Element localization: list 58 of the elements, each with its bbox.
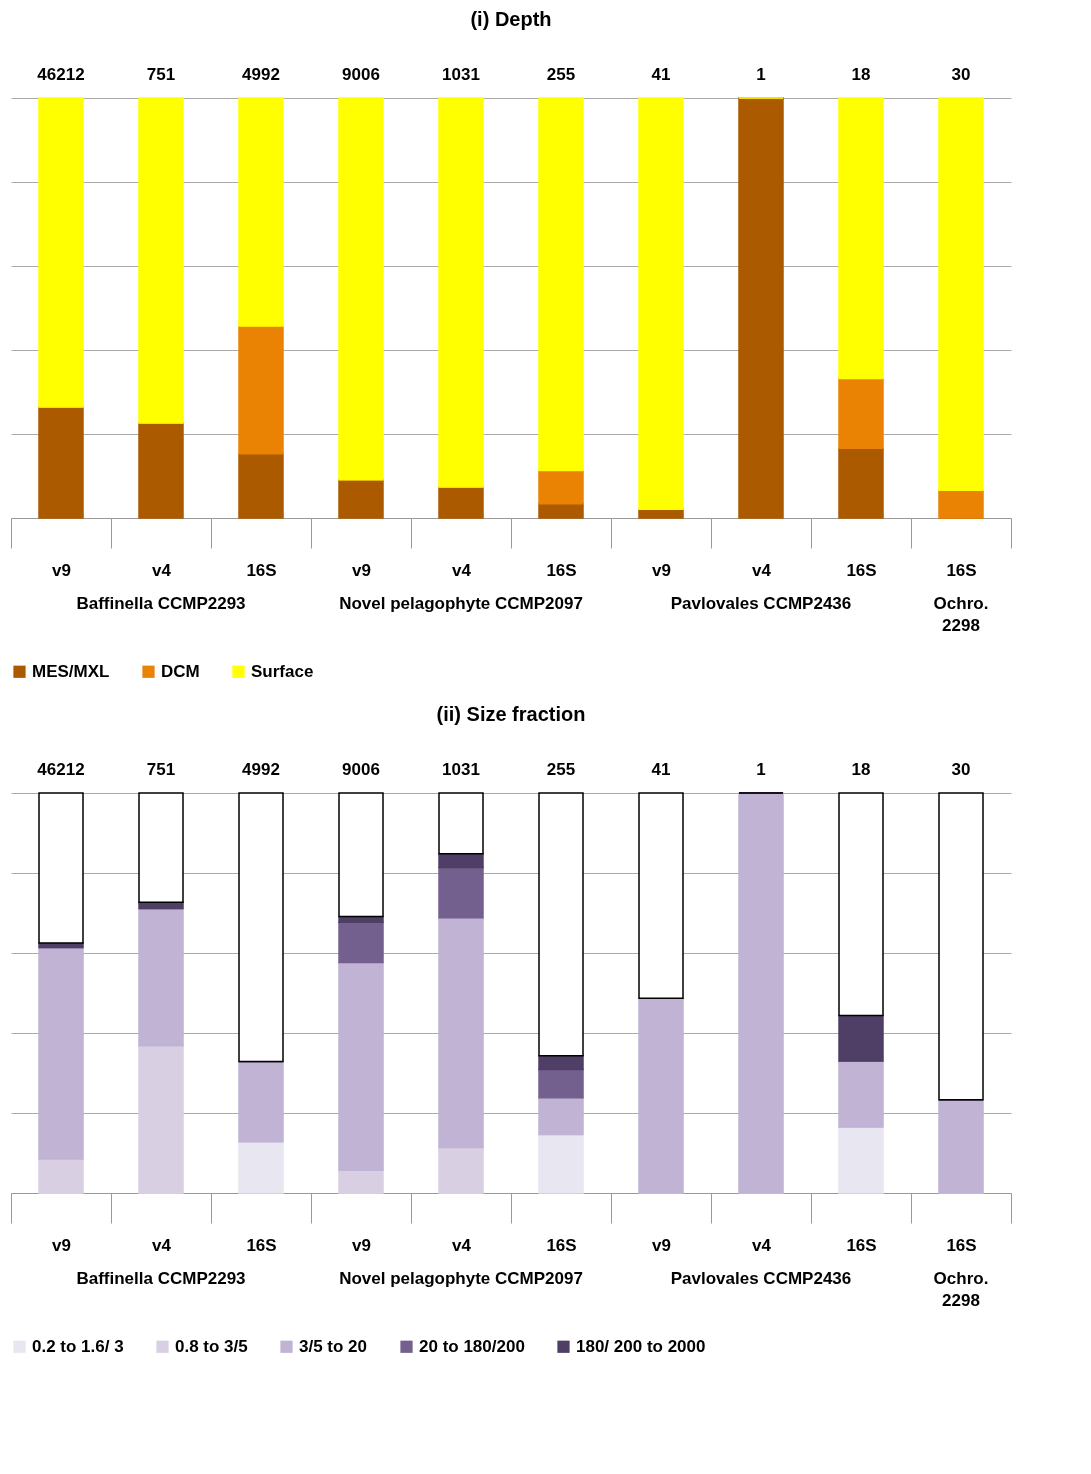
x-tick-label: v4 [752,1235,772,1255]
x-tick-label: v4 [152,560,172,580]
x-tick-label: 16S [246,560,277,580]
text: 255 [546,65,576,84]
x-tick-label: 16S [546,560,577,580]
legend-label: 20 to 180/200 [419,1336,525,1356]
text: 1 [756,760,766,779]
x-tick-label: v4 [452,560,472,580]
chart-title: (i) Depth [470,8,552,30]
x-tick-label: 16S [846,560,877,580]
x-tick-label: 16S [546,1235,577,1255]
chart-title: (ii) Size fraction [436,703,586,725]
text: 4992 [242,65,280,84]
x-tick-label: 16S [846,1235,877,1255]
text: 30 [951,65,971,84]
text: Baffinella CCMP2293 [76,1269,246,1288]
text: 18 [851,760,871,779]
text: 41 [651,65,671,84]
text: 1 [756,65,766,84]
x-tick-label: v4 [152,1235,172,1255]
x-tick-label: v9 [352,560,371,580]
text: 9006 [342,760,380,779]
x-tick-label: v9 [652,1235,671,1255]
x-tick-label: 16S [946,560,977,580]
text: Pavlovales CCMP2436 [670,594,852,613]
x-tick-label: v9 [652,560,671,580]
text: Novel pelagophyte CCMP2097 [339,594,583,613]
legend-label: 180/ 200 to 2000 [576,1336,706,1356]
text: Pavlovales CCMP2436 [670,1269,852,1288]
text: 751 [146,760,176,779]
legend-label: 0.8 to 3/5 [175,1336,248,1356]
text: 18 [851,65,871,84]
text: 4992 [242,760,280,779]
x-tick-label: v4 [452,1235,472,1255]
legend-label: 3/5 to 20 [299,1336,368,1356]
text: Ochro. 2298 [933,1269,989,1310]
text: 255 [546,760,576,779]
text: Ochro. 2298 [933,594,989,635]
x-tick-label: v9 [352,1235,371,1255]
text: 751 [146,65,176,84]
text: 1031 [442,65,480,84]
text: 46212 [37,65,85,84]
text: 46212 [37,760,85,779]
text: 30 [951,760,971,779]
legend-label: 0.2 to 1.6/ 3 [32,1336,124,1356]
text: 41 [651,760,671,779]
legend-label: MES/MXL [32,661,110,681]
text: 1031 [442,760,480,779]
x-tick-label: 16S [246,1235,277,1255]
text: Novel pelagophyte CCMP2097 [339,1269,583,1288]
x-tick-label: v4 [752,560,772,580]
legend-label: Surface [251,661,314,681]
text: Baffinella CCMP2293 [76,594,246,613]
x-tick-label: v9 [52,560,71,580]
x-tick-label: v9 [52,1235,71,1255]
text: 9006 [342,65,380,84]
x-tick-label: 16S [946,1235,977,1255]
legend-label: DCM [161,661,200,681]
